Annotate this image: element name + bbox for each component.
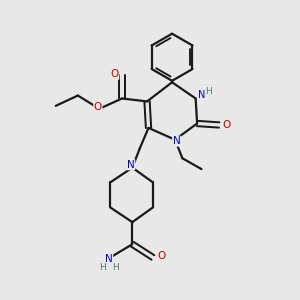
Text: H: H [99,263,105,272]
Text: O: O [222,120,231,130]
Text: H: H [112,263,119,272]
Text: O: O [157,251,165,261]
Text: N: N [105,254,113,264]
Text: N: N [127,160,135,170]
Text: O: O [110,69,119,79]
Text: N: N [172,136,180,146]
Text: O: O [94,102,102,112]
Text: N: N [198,90,206,100]
Text: H: H [205,87,212,96]
